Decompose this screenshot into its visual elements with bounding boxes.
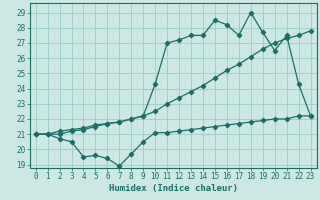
X-axis label: Humidex (Indice chaleur): Humidex (Indice chaleur) (108, 184, 238, 193)
